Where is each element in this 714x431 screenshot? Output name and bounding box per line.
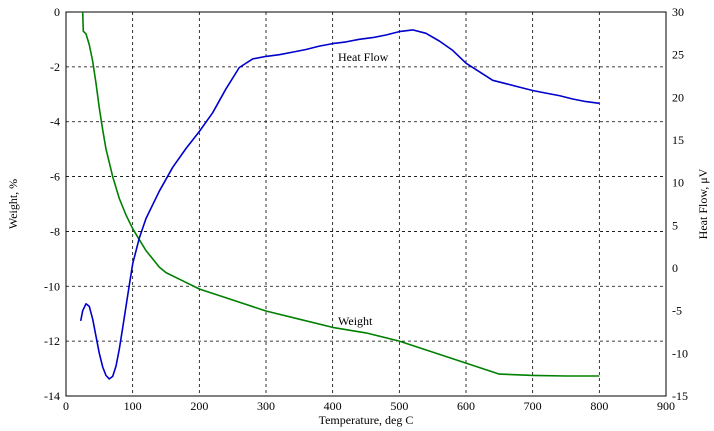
x-tick-label: 500 xyxy=(390,399,408,413)
y-axis-left-title: Weight, % xyxy=(6,179,20,229)
y-right-tick-label: -10 xyxy=(672,346,688,360)
x-tick-label: 300 xyxy=(257,399,275,413)
x-tick-label: 200 xyxy=(190,399,208,413)
annotation-heat-flow: Heat Flow xyxy=(338,50,389,64)
y-right-tick-label: 15 xyxy=(672,133,684,147)
y-left-tick-label: -14 xyxy=(44,389,60,403)
series-layer xyxy=(79,11,600,380)
series-line-heat-flow xyxy=(79,29,600,380)
y-left-tick-label: -6 xyxy=(50,170,60,184)
x-axis-title: Temperature, deg C xyxy=(319,413,414,427)
x-tick-label: 0 xyxy=(63,399,69,413)
y-left-tick-label: -8 xyxy=(50,224,60,238)
y-right-tick-label: -15 xyxy=(672,389,688,403)
x-tick-label: 100 xyxy=(124,399,142,413)
x-tick-label: 700 xyxy=(524,399,542,413)
y-left-tick-label: -10 xyxy=(44,279,60,293)
series-line-weight xyxy=(81,11,600,377)
y-left-tick-label: 0 xyxy=(54,5,60,19)
tick-labels: 0 100 200 300 400 500 600 700 800 9000-2-4-6-8-10… xyxy=(44,5,688,413)
y-right-tick-label: 30 xyxy=(672,5,684,19)
x-tick-label: 800 xyxy=(590,399,608,413)
y-axis-right-title: Heat Flow, μV xyxy=(696,168,710,239)
plot-frame xyxy=(65,11,667,397)
y-right-tick-label: 25 xyxy=(672,48,684,62)
y-left-tick-label: -4 xyxy=(50,115,60,129)
y-right-tick-label: 0 xyxy=(672,261,678,275)
y-right-tick-label: -5 xyxy=(672,304,682,318)
x-tick-label: 400 xyxy=(324,399,342,413)
y-right-tick-label: 10 xyxy=(672,176,684,190)
grid-layer xyxy=(66,12,666,396)
y-right-tick-label: 5 xyxy=(672,218,678,232)
annotation-weight: Weight xyxy=(338,314,373,328)
x-tick-label: 600 xyxy=(457,399,475,413)
y-right-tick-label: 20 xyxy=(672,90,684,104)
y-left-tick-label: -12 xyxy=(44,334,60,348)
x-tick-label: 900 xyxy=(657,399,675,413)
y-left-tick-label: -2 xyxy=(50,60,60,74)
